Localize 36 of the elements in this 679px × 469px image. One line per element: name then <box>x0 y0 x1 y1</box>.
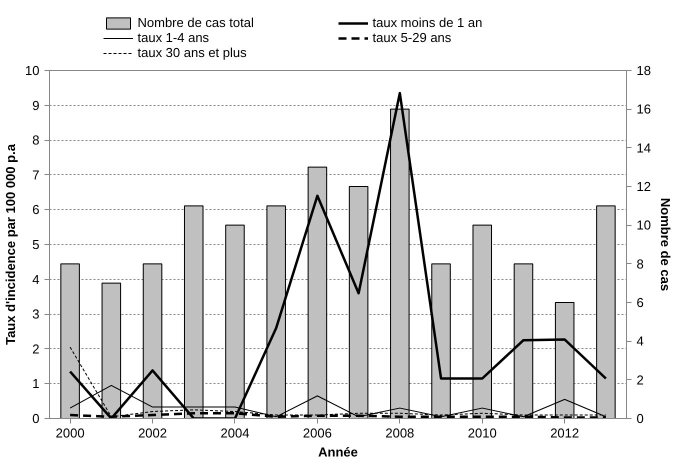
x-tick-label: 2006 <box>302 426 332 440</box>
y-tick-label: 1 <box>32 376 40 392</box>
y-tick-label: 6 <box>32 202 40 218</box>
x-tick-label: 2008 <box>385 426 414 440</box>
y2-tick-label: 16 <box>636 102 651 117</box>
x-tick-label: 2004 <box>220 426 250 440</box>
x-tick-label: 2012 <box>550 426 580 440</box>
y2-axis-title: Nombre de cas <box>658 198 673 292</box>
y2-tick-label: 2 <box>636 372 644 388</box>
x-axis-title: Année <box>318 444 358 460</box>
legend-label: taux 5-29 ans <box>372 30 452 45</box>
y-tick-label: 2 <box>32 341 40 356</box>
y2-tick-label: 6 <box>636 295 644 310</box>
y2-tick-label: 18 <box>636 63 651 78</box>
legend-label: taux 1-4 ans <box>138 30 210 45</box>
x-tick-label: 2002 <box>138 426 167 440</box>
y2-tick-label: 12 <box>636 179 651 194</box>
y-tick-label: 8 <box>32 132 40 148</box>
y2-tick-label: 14 <box>636 140 651 156</box>
y-tick-label: 7 <box>32 167 40 182</box>
x-tick-label: 2000 <box>56 426 85 440</box>
legend-label: taux 30 ans et plus <box>138 45 248 60</box>
y2-tick-label: 8 <box>636 256 644 272</box>
y2-tick-label: 4 <box>636 334 644 349</box>
y2-tick-label: 0 <box>636 411 644 426</box>
y-tick-label: 4 <box>32 272 40 287</box>
legend-label: taux moins de 1 an <box>372 15 484 30</box>
y-tick-label: 10 <box>25 63 40 78</box>
y-tick-label: 0 <box>32 411 40 426</box>
y-tick-label: 9 <box>32 98 40 113</box>
y-tick-label: 5 <box>32 237 40 252</box>
x-tick-label: 2010 <box>468 426 497 440</box>
legend-label: Nombre de cas total <box>138 15 255 30</box>
y2-tick-label: 10 <box>636 218 651 233</box>
y-tick-label: 3 <box>32 306 40 322</box>
y-axis-title: Taux d'incidence par 100 000 p.a <box>3 143 18 345</box>
